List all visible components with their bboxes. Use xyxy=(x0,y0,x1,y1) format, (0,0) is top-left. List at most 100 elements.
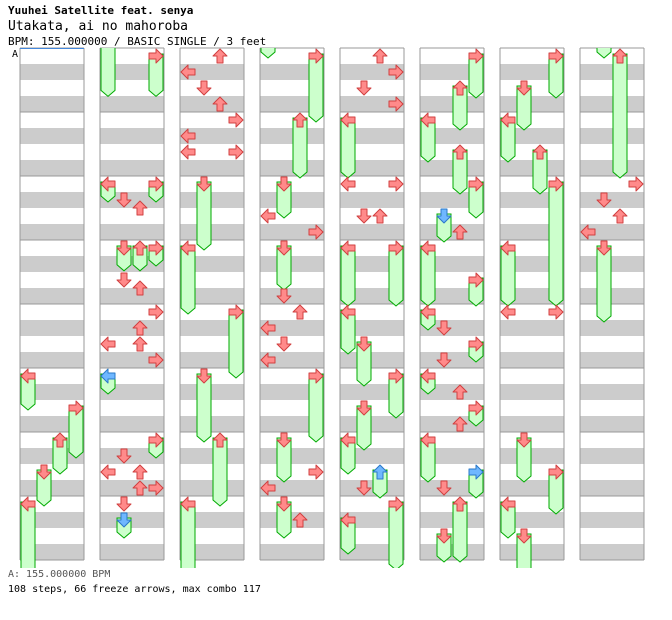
freeze-arrow-body xyxy=(180,501,196,568)
beat-shade xyxy=(100,288,164,304)
left-arrow-icon xyxy=(500,496,516,512)
beat-shade xyxy=(580,512,644,528)
beat-shade xyxy=(580,160,644,176)
up-arrow-icon xyxy=(292,512,308,528)
left-arrow-icon xyxy=(340,512,356,528)
left-arrow-icon xyxy=(180,496,196,512)
down-arrow-icon xyxy=(596,192,612,208)
left-arrow-icon xyxy=(500,304,516,320)
beat-shade xyxy=(180,288,244,304)
down-arrow-icon xyxy=(356,480,372,496)
right-arrow-icon xyxy=(148,48,164,64)
down-arrow-icon xyxy=(356,208,372,224)
freeze-arrow-body xyxy=(276,181,292,219)
beat-shade xyxy=(20,448,84,464)
down-arrow-icon xyxy=(36,464,52,480)
down-arrow-icon xyxy=(116,192,132,208)
beat-shade xyxy=(100,480,164,496)
beat-shade xyxy=(260,480,324,496)
right-arrow-icon xyxy=(468,48,484,64)
beat-shade xyxy=(420,416,484,432)
left-arrow-icon xyxy=(420,432,436,448)
beat-shade xyxy=(100,512,164,528)
down-arrow-icon xyxy=(356,400,372,416)
beat-shade xyxy=(20,128,84,144)
up-arrow-icon xyxy=(452,224,468,240)
beat-shade xyxy=(20,96,84,112)
beat-shade xyxy=(100,352,164,368)
beat-shade xyxy=(260,96,324,112)
up-arrow-icon xyxy=(212,96,228,112)
column-notes xyxy=(500,48,564,568)
left-arrow-icon xyxy=(100,464,116,480)
left-arrow-icon xyxy=(100,368,116,384)
chart-column xyxy=(579,47,645,561)
left-arrow-icon xyxy=(20,496,36,512)
left-arrow-icon xyxy=(340,432,356,448)
freeze-arrow-body xyxy=(596,48,612,59)
beat-shade xyxy=(20,192,84,208)
up-arrow-icon xyxy=(132,320,148,336)
beat-shade xyxy=(340,480,404,496)
down-arrow-icon xyxy=(116,272,132,288)
freeze-arrow-body xyxy=(180,245,196,315)
freeze-arrow-body xyxy=(516,533,532,568)
right-arrow-icon xyxy=(388,96,404,112)
right-arrow-icon xyxy=(148,240,164,256)
left-arrow-icon xyxy=(260,352,276,368)
beat-shade xyxy=(340,160,404,176)
chart-column xyxy=(19,47,85,561)
beat-shade xyxy=(500,448,564,464)
beat-shade xyxy=(180,352,244,368)
beat-shade xyxy=(180,64,244,80)
beat-shade xyxy=(180,160,244,176)
beat-shade xyxy=(500,160,564,176)
left-arrow-icon xyxy=(340,240,356,256)
column-notes xyxy=(340,48,404,568)
down-arrow-icon xyxy=(356,336,372,352)
down-arrow-icon xyxy=(196,368,212,384)
beat-shade xyxy=(580,480,644,496)
up-arrow-icon xyxy=(52,432,68,448)
beat-shade xyxy=(260,512,324,528)
column-notes xyxy=(20,368,84,568)
up-arrow-icon xyxy=(132,200,148,216)
beat-shade xyxy=(580,64,644,80)
beat-shade xyxy=(180,96,244,112)
beat-shade xyxy=(20,288,84,304)
down-arrow-icon xyxy=(516,80,532,96)
beat-shade xyxy=(580,352,644,368)
beat-shade xyxy=(420,352,484,368)
right-arrow-icon xyxy=(628,176,644,192)
up-arrow-icon xyxy=(452,416,468,432)
left-arrow-icon xyxy=(420,240,436,256)
beat-shade xyxy=(420,96,484,112)
right-arrow-icon xyxy=(308,368,324,384)
left-arrow-icon xyxy=(100,176,116,192)
freeze-arrow-body xyxy=(276,437,292,483)
beat-shade xyxy=(580,544,644,560)
freeze-arrow-body xyxy=(212,437,228,507)
beat-shade xyxy=(20,352,84,368)
beat-shade xyxy=(260,64,324,80)
beat-shade xyxy=(260,128,324,144)
down-arrow-icon xyxy=(516,432,532,448)
beat-shade xyxy=(500,96,564,112)
beat-shade xyxy=(260,352,324,368)
beat-shade xyxy=(180,544,244,560)
beat-shade xyxy=(500,288,564,304)
freeze-arrow-body xyxy=(228,309,244,379)
down-arrow-icon xyxy=(276,336,292,352)
beat-shade xyxy=(420,544,484,560)
beat-shade xyxy=(20,320,84,336)
beat-shade xyxy=(340,192,404,208)
beat-shade xyxy=(20,512,84,528)
left-arrow-icon xyxy=(580,224,596,240)
freeze-arrow-body xyxy=(436,213,452,243)
column-notes xyxy=(100,48,164,539)
beat-shade xyxy=(100,544,164,560)
down-arrow-icon xyxy=(516,528,532,544)
beat-shade xyxy=(100,448,164,464)
down-arrow-icon xyxy=(436,480,452,496)
freeze-arrow-body xyxy=(308,373,324,443)
